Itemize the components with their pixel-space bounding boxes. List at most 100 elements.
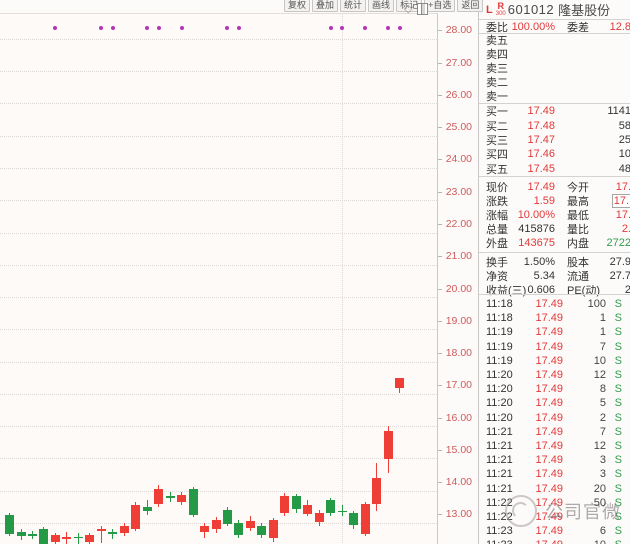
candle[interactable] <box>383 430 393 459</box>
event-marker-dot[interactable] <box>363 26 368 30</box>
candle[interactable] <box>360 503 370 534</box>
price-axis-tick <box>438 30 442 32</box>
candle[interactable] <box>245 521 255 528</box>
event-marker-dot[interactable] <box>397 26 402 30</box>
trade-time: 11:20 <box>486 397 513 410</box>
price-axis-tick <box>438 62 442 64</box>
trade-volume: 20 <box>593 482 606 495</box>
toolbar-button-restore-rights[interactable]: 复权 <box>284 0 311 12</box>
toolbar-button-overlay[interactable]: 叠加 <box>312 0 339 12</box>
ask-row[interactable]: 卖二 <box>479 75 630 89</box>
trade-flag: S <box>615 539 622 544</box>
price-gridline <box>0 458 437 460</box>
candle[interactable] <box>5 514 14 535</box>
event-marker-dot[interactable] <box>145 26 150 30</box>
bid-price: 17.45 <box>527 162 555 175</box>
bid-price: 17.48 <box>527 119 555 132</box>
candle[interactable] <box>165 496 175 499</box>
candle[interactable] <box>131 504 141 529</box>
candle[interactable] <box>119 525 129 533</box>
event-marker-dot[interactable] <box>53 26 58 30</box>
info-label: 现价 <box>486 181 508 194</box>
diamond-icon[interactable]: ◇ <box>404 2 413 15</box>
candle[interactable] <box>154 488 164 505</box>
candle[interactable] <box>211 519 221 530</box>
ask-row[interactable]: 卖四 <box>479 47 630 61</box>
price-axis-label: 22.00 <box>445 218 472 230</box>
candle[interactable] <box>108 531 118 534</box>
ask-row[interactable]: 卖三 <box>479 61 630 75</box>
candle[interactable] <box>303 504 313 514</box>
candle[interactable] <box>27 533 37 536</box>
candle[interactable] <box>62 537 72 539</box>
toolbar-button-add-watchlist[interactable]: +自选 <box>424 0 456 12</box>
event-marker-dot[interactable] <box>225 26 230 30</box>
bid-label: 买五 <box>486 163 508 176</box>
candle[interactable] <box>257 525 267 536</box>
candle[interactable] <box>39 528 49 544</box>
event-marker-dot[interactable] <box>340 26 345 30</box>
event-marker-dot[interactable] <box>99 26 104 30</box>
bid-label: 买二 <box>486 120 508 133</box>
overlay-window-icon[interactable] <box>417 3 429 15</box>
candle[interactable] <box>337 510 347 513</box>
bid-volume: 25 <box>618 133 630 146</box>
price-axis-label: 17.00 <box>445 379 472 392</box>
candle[interactable] <box>142 506 152 512</box>
candle[interactable] <box>96 528 106 531</box>
candle[interactable] <box>16 531 26 537</box>
bid-row[interactable]: 买一 17.49 1141 <box>479 104 630 118</box>
event-marker-dot[interactable] <box>110 26 115 30</box>
candle[interactable] <box>50 535 60 543</box>
info-value: 10.00% <box>517 208 555 221</box>
trade-flag: S <box>614 511 622 523</box>
trade-volume: 7 <box>599 340 606 353</box>
info-label: 最低 <box>567 209 589 222</box>
price-axis-label: 24.00 <box>445 153 472 166</box>
toolbar-button-draw-line[interactable]: 画线 <box>368 0 395 12</box>
bid-price: 17.49 <box>527 105 555 118</box>
candle[interactable] <box>188 489 198 515</box>
candle[interactable] <box>291 495 301 510</box>
bid-price: 17.47 <box>527 133 555 146</box>
ask-row[interactable]: 卖五 <box>479 34 630 47</box>
candle[interactable] <box>177 495 187 502</box>
candle[interactable] <box>85 535 95 543</box>
candle[interactable] <box>200 525 209 532</box>
candle[interactable] <box>349 513 359 526</box>
candle-wick <box>77 533 79 544</box>
bid-label: 买四 <box>486 149 508 162</box>
info-label: 收益(三) <box>486 284 527 297</box>
trade-time: 11:22 <box>486 511 513 523</box>
candle[interactable] <box>73 536 83 539</box>
event-marker-dot[interactable] <box>386 26 390 30</box>
bid-row[interactable]: 买五 17.45 48 <box>479 162 630 176</box>
bid-row[interactable]: 买二 17.48 58 <box>479 118 630 133</box>
candle[interactable] <box>280 495 290 513</box>
candle[interactable] <box>395 378 404 388</box>
candle[interactable] <box>268 519 278 539</box>
candle[interactable] <box>326 500 336 514</box>
trade-time: 11:20 <box>486 369 513 381</box>
toolbar-button-back[interactable]: 返回 <box>457 0 484 12</box>
bid-row[interactable]: 买三 17.47 25 <box>479 133 630 147</box>
candle[interactable] <box>234 522 244 536</box>
candle[interactable] <box>372 478 381 504</box>
price-gridline <box>0 167 437 169</box>
ask-row[interactable]: 卖一 <box>479 89 630 103</box>
event-marker-dot[interactable] <box>179 26 184 30</box>
toolbar-button-statistics[interactable]: 统计 <box>340 0 367 12</box>
event-marker-dot[interactable] <box>328 26 333 30</box>
bid-row[interactable]: 买四 17.46 10 <box>479 147 630 161</box>
price-axis-label: 19.00 <box>445 314 472 327</box>
trade-volume: 10 <box>594 539 606 544</box>
price-axis-label: 25.00 <box>445 121 472 134</box>
candlestick-chart[interactable] <box>0 13 438 544</box>
time-gridline <box>342 14 343 544</box>
candle[interactable] <box>222 510 232 524</box>
trade-flag: S <box>614 354 622 367</box>
event-marker-dot[interactable] <box>236 26 241 30</box>
candle[interactable] <box>314 513 324 523</box>
event-marker-dot[interactable] <box>156 26 161 30</box>
info-value: 27.7 <box>609 269 630 282</box>
